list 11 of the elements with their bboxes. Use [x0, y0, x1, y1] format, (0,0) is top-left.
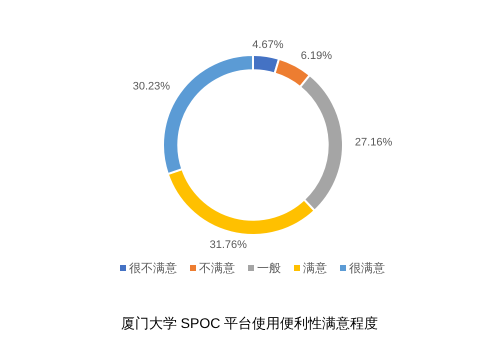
legend-label: 很不满意 [129, 261, 177, 275]
data-label: 31.76% [210, 238, 248, 251]
legend-label: 不满意 [199, 261, 235, 275]
data-label: 4.67% [252, 39, 284, 52]
data-label: 30.23% [132, 80, 170, 93]
legend-label: 很满意 [349, 261, 385, 275]
data-label: 27.16% [354, 136, 392, 148]
legend-label: 一般 [257, 261, 281, 275]
text: 厦门大学 SPOC 平台使用便利性满意程度 [120, 315, 378, 331]
legend-label: 满意 [303, 261, 327, 275]
data-label: 6.19% [300, 50, 332, 62]
